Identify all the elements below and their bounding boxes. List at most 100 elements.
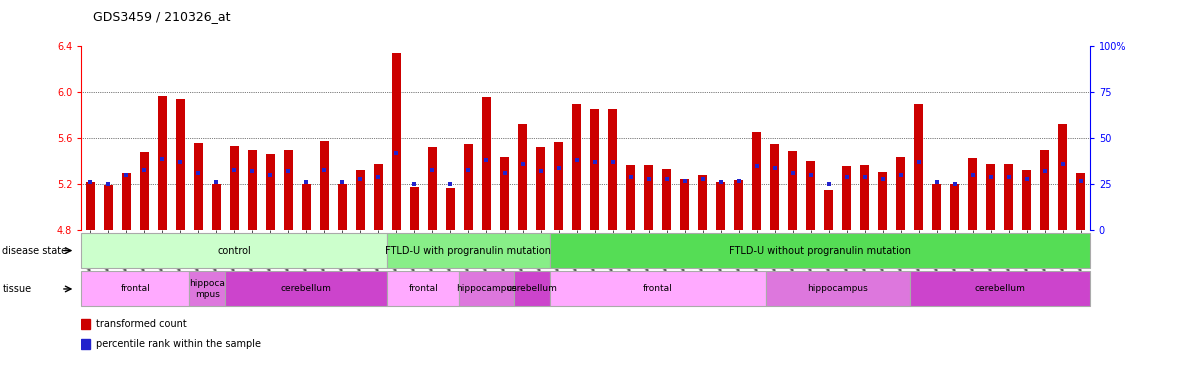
Bar: [387, 271, 459, 306]
Bar: [896, 157, 906, 230]
Point: [531, 168, 550, 174]
Bar: [842, 166, 851, 230]
Text: GDS3459 / 210326_at: GDS3459 / 210326_at: [93, 10, 231, 23]
Bar: [86, 182, 94, 230]
Bar: [932, 184, 942, 230]
Bar: [265, 154, 275, 230]
Point: [1053, 161, 1072, 167]
Bar: [1059, 124, 1067, 230]
Point: [603, 159, 623, 165]
Bar: [212, 184, 221, 230]
Text: cerebellum: cerebellum: [281, 285, 332, 293]
Point: [261, 172, 280, 178]
Point: [369, 174, 388, 180]
Point: [81, 179, 100, 185]
Bar: [766, 271, 909, 306]
Point: [711, 179, 730, 185]
Bar: [1077, 173, 1085, 230]
Bar: [807, 161, 815, 230]
Bar: [189, 271, 226, 306]
Bar: [986, 164, 995, 230]
Text: frontal: frontal: [409, 285, 439, 293]
Bar: [374, 164, 382, 230]
Bar: [446, 188, 455, 230]
Point: [945, 181, 964, 187]
Bar: [537, 147, 545, 230]
Bar: [81, 233, 387, 268]
Bar: [909, 271, 1090, 306]
Point: [891, 172, 911, 178]
Bar: [644, 165, 654, 230]
Bar: [860, 165, 869, 230]
Bar: [81, 319, 91, 329]
Point: [405, 181, 424, 187]
Bar: [572, 104, 581, 230]
Point: [117, 172, 136, 178]
Bar: [914, 104, 924, 230]
Bar: [428, 147, 437, 230]
Text: FTLD-U without progranulin mutation: FTLD-U without progranulin mutation: [729, 245, 911, 256]
Bar: [590, 109, 599, 230]
Point: [513, 161, 532, 167]
Point: [927, 179, 946, 185]
Bar: [968, 158, 978, 230]
Bar: [158, 96, 167, 230]
Bar: [514, 271, 550, 306]
Point: [874, 176, 893, 182]
Bar: [176, 99, 185, 230]
Bar: [1022, 170, 1031, 230]
Text: FTLD-U with progranulin mutation: FTLD-U with progranulin mutation: [386, 245, 551, 256]
Text: cerebellum: cerebellum: [505, 285, 557, 293]
Bar: [392, 53, 402, 230]
Bar: [194, 143, 203, 230]
Point: [351, 176, 370, 182]
Point: [999, 174, 1018, 180]
Text: tissue: tissue: [2, 284, 31, 294]
Bar: [81, 339, 91, 349]
Bar: [752, 132, 761, 230]
Bar: [734, 180, 743, 230]
Point: [459, 167, 478, 173]
Bar: [284, 150, 293, 230]
Bar: [716, 182, 725, 230]
Text: frontal: frontal: [643, 285, 673, 293]
Text: control: control: [217, 245, 251, 256]
Bar: [302, 184, 311, 230]
Bar: [247, 150, 257, 230]
Point: [549, 165, 568, 171]
Bar: [410, 187, 419, 230]
Bar: [608, 109, 617, 230]
Bar: [104, 185, 112, 230]
Bar: [122, 173, 130, 230]
Text: hippocampus: hippocampus: [456, 285, 517, 293]
Point: [1035, 168, 1054, 174]
Point: [1071, 177, 1090, 184]
Point: [135, 167, 154, 173]
Bar: [140, 152, 149, 230]
Bar: [517, 124, 527, 230]
Point: [909, 159, 929, 165]
Point: [441, 181, 460, 187]
Point: [495, 170, 514, 176]
Point: [765, 165, 784, 171]
Point: [819, 181, 838, 187]
Bar: [226, 271, 387, 306]
Bar: [680, 179, 690, 230]
Bar: [789, 151, 797, 230]
Point: [729, 177, 748, 184]
Point: [639, 176, 658, 182]
Bar: [770, 144, 779, 230]
Bar: [554, 142, 563, 230]
Point: [243, 168, 262, 174]
Point: [963, 172, 982, 178]
Point: [566, 157, 586, 164]
Text: cerebellum: cerebellum: [974, 285, 1025, 293]
Text: disease state: disease state: [2, 245, 67, 256]
Point: [207, 179, 226, 185]
Point: [153, 156, 172, 162]
Bar: [387, 233, 550, 268]
Point: [693, 176, 712, 182]
Point: [856, 174, 875, 180]
Text: hippocampus: hippocampus: [808, 285, 868, 293]
Point: [747, 163, 766, 169]
